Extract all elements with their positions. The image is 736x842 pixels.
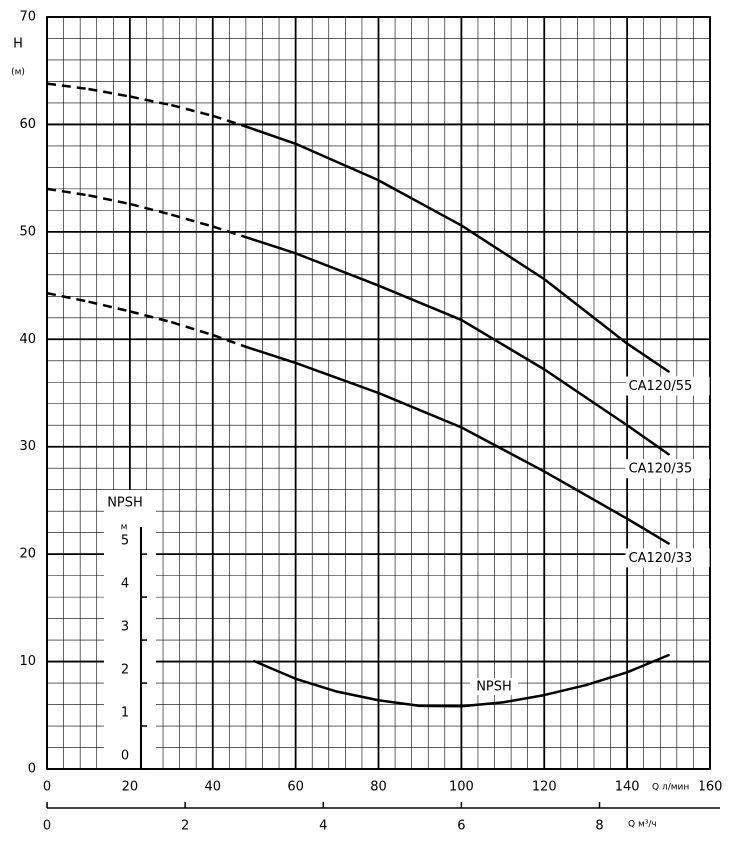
x-tick-label: 40	[204, 780, 221, 795]
x-tick-label: 160	[698, 780, 723, 795]
y2-tick-label: 1	[121, 706, 129, 721]
curve-segment	[252, 659, 297, 681]
curve-segment	[244, 235, 297, 255]
curve-segment	[244, 345, 297, 365]
series-label: CA120/35	[629, 462, 693, 477]
curve-segment	[212, 333, 247, 348]
y-axis-unit: (м)	[11, 68, 25, 78]
curve-segment	[46, 187, 89, 197]
curve-segment	[625, 423, 670, 456]
y2-tick-label: 0	[121, 749, 129, 764]
y-tick-label: 10	[19, 654, 36, 669]
curve-segment	[88, 194, 131, 206]
curve-segment	[501, 693, 546, 704]
x2-tick-label: 0	[43, 819, 51, 834]
curve-segment	[335, 690, 380, 702]
series-label: CA120/33	[629, 551, 693, 566]
series-label-bg	[625, 459, 710, 479]
curve-segment	[88, 300, 131, 313]
curve-segment	[377, 284, 463, 322]
curve-segment	[543, 368, 629, 427]
curve-segment	[170, 213, 214, 228]
x-tick-label: 20	[122, 780, 139, 795]
curve-segment	[460, 426, 546, 473]
y2-tick-label: 2	[121, 663, 129, 678]
y2-axis-label: NPSH	[107, 496, 143, 511]
curve-segment	[212, 225, 247, 239]
x-label-bg	[650, 779, 700, 795]
curve-segment	[170, 320, 214, 337]
curve-segment	[543, 470, 629, 520]
curve-segment	[46, 82, 89, 91]
y2-tick-label: 5	[121, 534, 129, 549]
curve-segment	[129, 310, 172, 324]
curve-segment	[625, 653, 670, 674]
y-tick-label: 20	[19, 547, 36, 562]
curve-segment	[129, 202, 172, 216]
npsh-panel	[104, 490, 156, 768]
curve-segment	[625, 517, 670, 545]
y-tick-label: 40	[19, 332, 36, 347]
curve-segment	[377, 698, 422, 708]
curve-segment	[625, 342, 670, 373]
curve-segment	[543, 277, 629, 345]
curve-segment	[460, 318, 546, 371]
x-tick-label: 120	[532, 780, 557, 795]
x-tick-label: 140	[615, 780, 640, 795]
x-tick-label: 0	[43, 780, 51, 795]
series-label: NPSH	[476, 680, 512, 695]
series-label-bg	[625, 548, 710, 568]
x2-tick-label: 4	[319, 819, 327, 834]
curve-segment	[294, 361, 380, 395]
curve-segment	[377, 179, 463, 227]
curve-segment	[212, 114, 247, 128]
curve-segment	[294, 252, 380, 287]
x2-tick-label: 2	[181, 819, 189, 834]
y2-tick-label: 3	[121, 620, 129, 635]
y-tick-label: 60	[19, 117, 36, 132]
y-tick-label: 50	[19, 224, 36, 239]
curve-segment	[584, 671, 629, 687]
curve-segment	[129, 95, 172, 107]
curve-segment	[543, 683, 587, 697]
x-tick-label: 80	[370, 780, 387, 795]
x-tick-label: 60	[287, 780, 304, 795]
series-label-bg	[470, 678, 518, 695]
curve-segment	[377, 391, 463, 429]
y-tick-label: 70	[19, 10, 36, 25]
x2-axis-label: Q м³/ч	[628, 820, 657, 830]
x2-tick-label: 6	[457, 819, 465, 834]
y-axis-label: H	[13, 37, 23, 52]
y2-tick-label: 4	[121, 577, 129, 592]
curve-segment	[460, 701, 505, 708]
curve-segment	[294, 677, 339, 693]
x2-tick-label: 8	[595, 819, 603, 834]
curve-segment	[244, 125, 297, 146]
series-label-bg	[625, 376, 710, 396]
y2-axis-unit: м	[121, 523, 128, 533]
curve-segment	[46, 291, 89, 303]
curve-segment	[170, 103, 214, 118]
curve-segment	[88, 87, 131, 98]
plot-frame	[46, 16, 711, 770]
x-axis-label: Q л/мин	[652, 783, 689, 793]
series-label: CA120/55	[629, 379, 693, 394]
curve-segment	[294, 142, 380, 182]
curve-segment	[460, 224, 546, 281]
x-tick-label: 100	[449, 780, 474, 795]
y-tick-label: 0	[28, 762, 36, 777]
y-tick-label: 30	[19, 439, 36, 454]
